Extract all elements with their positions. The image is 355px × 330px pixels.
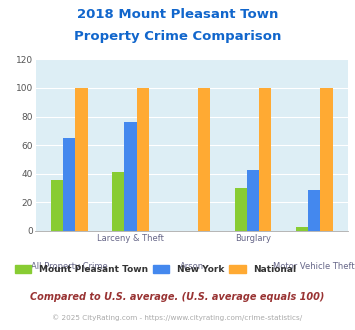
Bar [296, 227, 308, 231]
Text: All Property Crime: All Property Crime [31, 262, 108, 272]
Bar [235, 188, 247, 231]
Bar [112, 172, 124, 231]
Bar [137, 88, 149, 231]
Bar [308, 189, 320, 231]
Text: 2018 Mount Pleasant Town: 2018 Mount Pleasant Town [77, 8, 278, 21]
Text: Compared to U.S. average. (U.S. average equals 100): Compared to U.S. average. (U.S. average … [30, 292, 325, 302]
Bar [63, 138, 75, 231]
Bar [51, 180, 63, 231]
Text: Motor Vehicle Theft: Motor Vehicle Theft [273, 262, 355, 272]
Bar [247, 170, 259, 231]
Text: © 2025 CityRating.com - https://www.cityrating.com/crime-statistics/: © 2025 CityRating.com - https://www.city… [53, 314, 302, 321]
Bar [259, 88, 271, 231]
Bar [320, 88, 333, 231]
Legend: Mount Pleasant Town, New York, National: Mount Pleasant Town, New York, National [15, 265, 296, 274]
Bar [75, 88, 88, 231]
Text: Property Crime Comparison: Property Crime Comparison [74, 30, 281, 43]
Bar [124, 122, 137, 231]
Text: Arson: Arson [180, 262, 204, 272]
Bar [198, 88, 210, 231]
